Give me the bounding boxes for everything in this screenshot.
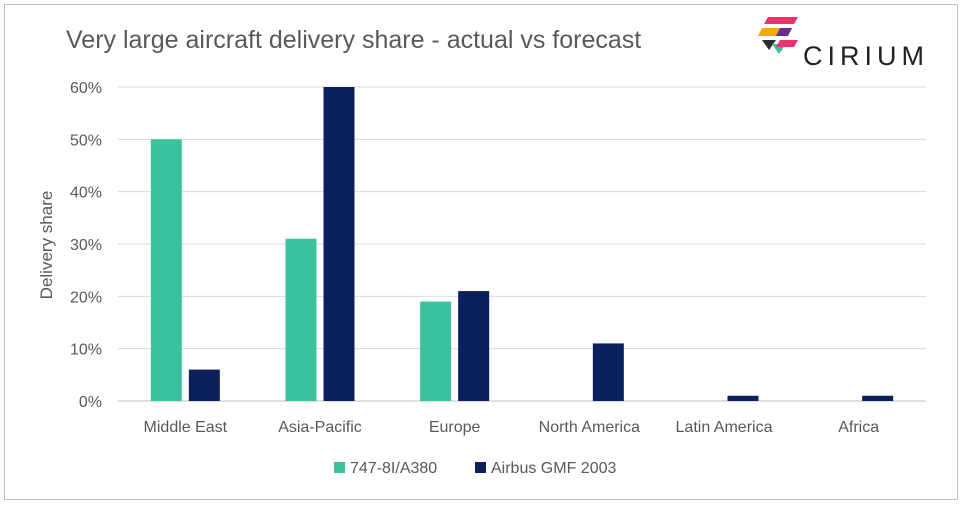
logo-text: CIRIUM [803,41,929,71]
x-tick-label: Asia-Pacific [278,419,362,436]
cirium-logo: CIRIUM [758,14,948,74]
bar-airbus-gmf-2003-africa [862,395,894,401]
bar-airbus-gmf-2003-latin-america [727,395,759,401]
legend-label: 747-8I/A380 [350,460,437,477]
y-axis-ticks: 0% 10% 20% 30% 40% 50% 60% [70,80,102,411]
bars [150,87,894,402]
legend-swatch [475,462,486,473]
y-tick-label: 10% [70,342,102,359]
x-tick-label: Africa [838,419,879,436]
x-tick-label: Europe [429,419,481,436]
bar-airbus-gmf-2003-europe [458,291,490,401]
bar-747-8i-a380-asia-pacific [285,238,317,401]
chart-title: Very large aircraft delivery share - act… [66,26,642,54]
legend-swatch [334,462,345,473]
x-tick-label: Latin America [676,419,773,436]
cirium-logo-icon [758,17,798,54]
bar-747-8i-a380-middle-east [150,139,182,402]
legend: 747-8I/A380 Airbus GMF 2003 [334,460,616,477]
x-tick-label: North America [539,419,640,436]
bar-airbus-gmf-2003-asia-pacific [323,87,355,401]
legend-label: Airbus GMF 2003 [491,460,616,477]
y-tick-label: 60% [70,80,102,97]
bar-747-8i-a380-europe [420,301,452,401]
x-tick-label: Middle East [144,419,228,436]
y-tick-label: 30% [70,237,102,254]
gridlines [118,86,926,402]
y-tick-label: 40% [70,185,102,202]
y-tick-label: 20% [70,289,102,306]
x-axis-ticks: Middle East Asia-Pacific Europe North Ameri… [144,419,880,436]
y-axis-label: Delivery share [37,191,56,300]
bar-airbus-gmf-2003-middle-east [188,369,220,401]
y-tick-label: 0% [79,394,102,411]
y-tick-label: 50% [70,132,102,149]
bar-airbus-gmf-2003-north-america [592,343,624,401]
